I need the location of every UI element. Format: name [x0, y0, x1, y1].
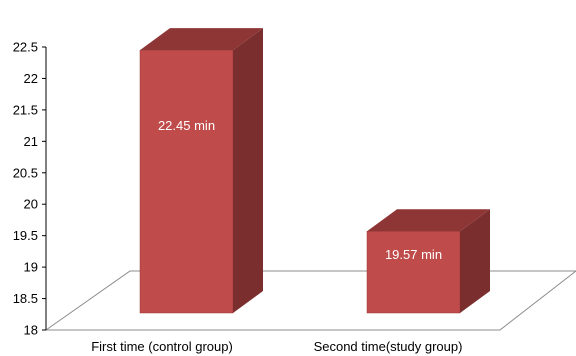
y-tick-label: 19.5: [13, 228, 38, 243]
y-tick-label: 20.5: [13, 165, 38, 180]
bar-data-label: 22.45 min: [158, 118, 215, 133]
y-axis: 18 18.5 19 19.5 20 20.5 21 21.5 22 22.5: [13, 40, 47, 338]
floor-back-edge: [45, 270, 576, 331]
bar-side: [460, 209, 490, 313]
bar: 22.45 min: [139, 28, 263, 314]
bar-top: [367, 209, 490, 232]
bars: 22.45 min 19.57 min: [139, 28, 490, 314]
chart-floor: [45, 270, 576, 331]
y-tick-label: 22.5: [13, 40, 38, 55]
y-tick-label: 18: [24, 323, 38, 338]
y-tick-label: 20: [24, 197, 38, 212]
bar-front: [139, 49, 234, 314]
y-tick-label: 21.5: [13, 102, 38, 117]
category-labels: First time (control group) Second time(st…: [91, 339, 462, 354]
bar-front: [366, 231, 461, 314]
y-tick-label: 21: [24, 134, 38, 149]
y-tick-label: 22: [24, 71, 38, 86]
x-category-label: Second time(study group): [314, 339, 463, 354]
bar-top: [140, 28, 263, 51]
floor-front-edge: [46, 270, 576, 331]
bar-side: [233, 28, 263, 314]
x-category-label: First time (control group): [91, 339, 233, 354]
y-tick-label: 18.5: [13, 291, 38, 306]
y-tick-label: 19: [24, 260, 38, 275]
bar: 19.57 min: [366, 209, 490, 314]
bar-data-label: 19.57 min: [385, 247, 442, 262]
